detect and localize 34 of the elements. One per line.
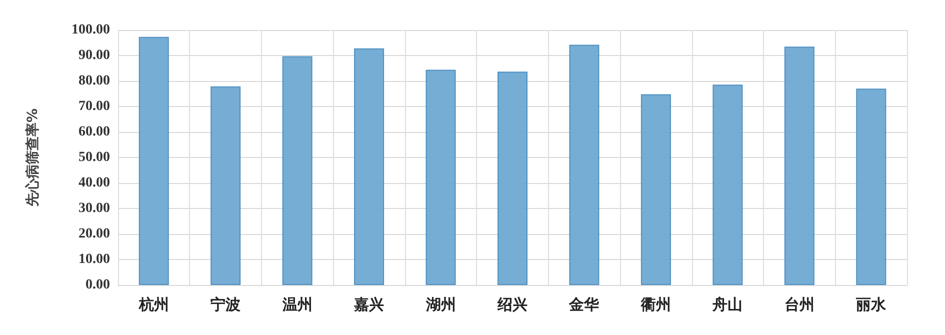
bar: [426, 70, 456, 285]
y-tick-label: 70.00: [78, 99, 110, 114]
y-tick-label: 50.00: [78, 150, 110, 165]
x-tick-label: 绍兴: [496, 296, 528, 314]
x-tick-label: 温州: [281, 296, 312, 314]
y-tick-label: 0.00: [86, 278, 110, 292]
x-tick-label: 舟山: [712, 296, 743, 314]
bar: [138, 36, 169, 285]
y-tick-label: 90.00: [78, 48, 110, 63]
y-tick-label: 100.00: [72, 22, 110, 38]
x-tick-label: 丽水: [855, 296, 888, 314]
bar: [569, 44, 600, 285]
y-tick-label: 10.00: [78, 252, 110, 267]
x-tick-label: 衢州: [640, 296, 671, 314]
x-tick-label: 杭州: [138, 296, 169, 314]
x-tick-label: 嘉兴: [354, 296, 384, 314]
bar: [498, 72, 528, 285]
bar: [640, 94, 671, 285]
x-tick-label: 台州: [784, 296, 814, 314]
bar: [784, 46, 814, 285]
bar: [210, 86, 241, 285]
bar: [712, 84, 743, 285]
y-tick-label: 20.00: [78, 226, 110, 242]
bar: [856, 88, 886, 285]
x-tick-label: 湖州: [424, 296, 456, 314]
x-tick-label: 宁波: [210, 296, 241, 314]
bar: [282, 56, 312, 285]
y-axis-title: 先心病筛查率%: [24, 108, 41, 208]
bar: [354, 48, 384, 285]
y-tick-label: 80.00: [78, 74, 110, 88]
y-tick-label: 40.00: [78, 176, 110, 190]
y-tick-label: 60.00: [78, 124, 110, 140]
x-tick-label: 金华: [568, 296, 600, 314]
y-tick-label: 30.00: [78, 201, 110, 216]
